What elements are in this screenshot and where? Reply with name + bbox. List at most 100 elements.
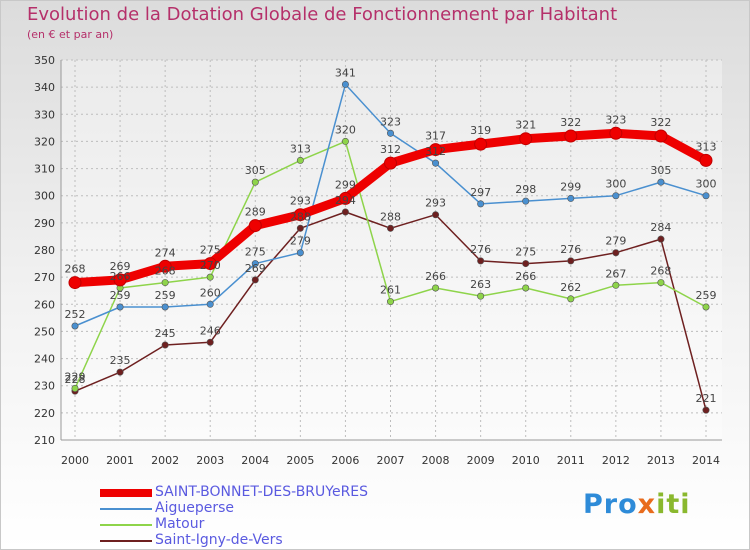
data-point (158, 259, 172, 273)
data-point (68, 276, 82, 290)
x-tick-label: 2003 (196, 454, 224, 467)
x-tick-label: 2013 (647, 454, 675, 467)
data-point (432, 159, 440, 167)
data-point (341, 137, 349, 145)
data-point (386, 298, 394, 306)
data-point (251, 276, 259, 284)
data-point (206, 273, 214, 281)
x-tick-label: 2006 (331, 454, 359, 467)
x-tick-label: 2009 (467, 454, 495, 467)
data-point (293, 208, 307, 222)
data-label: 299 (335, 178, 356, 191)
data-point (702, 192, 710, 200)
x-tick-label: 2011 (557, 454, 585, 467)
legend-swatch (100, 524, 152, 526)
data-point (161, 303, 169, 311)
legend-label: Saint-Igny-de-Vers (155, 532, 283, 548)
y-tick-label: 230 (34, 380, 55, 393)
data-point (567, 295, 575, 303)
data-point (477, 257, 485, 265)
data-label: 276 (560, 243, 581, 256)
data-point (71, 322, 79, 330)
x-tick-label: 2002 (151, 454, 179, 467)
data-point (206, 338, 214, 346)
data-label: 268 (650, 265, 671, 278)
x-tick-label: 2014 (692, 454, 720, 467)
data-point (251, 260, 259, 268)
data-label: 246 (200, 324, 221, 337)
x-tick-label: 2012 (602, 454, 630, 467)
data-label: 221 (696, 392, 717, 405)
data-label: 252 (65, 308, 86, 321)
data-point (429, 143, 443, 157)
y-tick-label: 320 (34, 135, 55, 148)
data-label: 293 (425, 197, 446, 210)
data-label: 312 (425, 145, 446, 158)
data-label: 319 (470, 124, 491, 137)
data-label: 268 (65, 263, 86, 276)
data-point (203, 257, 217, 271)
data-label: 259 (696, 289, 717, 302)
data-label: 289 (245, 206, 266, 219)
y-tick-label: 280 (34, 244, 55, 257)
data-label: 288 (290, 210, 311, 223)
data-point (248, 219, 262, 233)
legend-label: Aigueperse (155, 500, 235, 516)
data-label: 293 (290, 195, 311, 208)
legend-swatch (100, 508, 152, 510)
data-point (477, 200, 485, 208)
data-point (477, 292, 485, 300)
data-point (251, 178, 259, 186)
data-label: 298 (515, 183, 536, 196)
data-point (567, 257, 575, 265)
logo-part: iti (656, 489, 691, 520)
data-point (296, 156, 304, 164)
data-point (474, 137, 488, 151)
chart-subtitle: (en € et par an) (27, 28, 114, 41)
legend-label: Matour (155, 516, 205, 532)
data-point (386, 224, 394, 232)
data-label: 267 (605, 267, 626, 280)
grid (61, 59, 722, 441)
data-label: 320 (335, 123, 356, 136)
data-label: 312 (380, 143, 401, 156)
data-label: 294 (335, 194, 356, 207)
data-point (341, 208, 349, 216)
data-label: 321 (515, 119, 536, 132)
data-label: 266 (515, 270, 536, 283)
data-label: 263 (470, 278, 491, 291)
data-label: 266 (425, 270, 446, 283)
data-point (702, 406, 710, 414)
data-label: 341 (335, 66, 356, 79)
data-label: 300 (696, 178, 717, 191)
x-tick-label: 2000 (61, 454, 89, 467)
x-tick-label: 2008 (422, 454, 450, 467)
y-tick-label: 240 (34, 353, 55, 366)
data-label: 276 (470, 243, 491, 256)
axes: 210 220 230 240 250 260 270 280 290 300 310 320 330 3… (34, 54, 722, 467)
data-point (432, 284, 440, 292)
data-label: 259 (155, 289, 176, 302)
x-tick-label: 2005 (286, 454, 314, 467)
data-label: 305 (245, 164, 266, 177)
data-point (341, 80, 349, 88)
data-point (702, 303, 710, 311)
chart-title: Evolution de la Dotation Globale de Fonc… (27, 4, 618, 25)
data-point (161, 279, 169, 287)
data-labels: 228 235 245 246 269 288 294 288 293 276 275 276 279 2… (65, 66, 717, 405)
data-point (519, 132, 533, 146)
data-label: 261 (380, 284, 401, 297)
data-point (206, 300, 214, 308)
data-point (432, 211, 440, 219)
data-point (522, 260, 530, 268)
y-tick-label: 220 (34, 407, 55, 420)
data-point (699, 153, 713, 167)
x-tick-label: 2004 (241, 454, 269, 467)
data-point (612, 192, 620, 200)
data-label: 323 (605, 113, 626, 126)
legend-swatch (100, 540, 152, 542)
x-tick-label: 2007 (377, 454, 405, 467)
data-label: 229 (65, 370, 86, 383)
data-point (657, 178, 665, 186)
